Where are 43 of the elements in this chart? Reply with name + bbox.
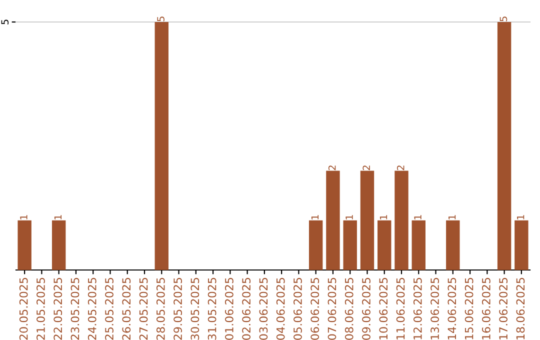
x-tick-label: 03.06.2025 bbox=[259, 278, 268, 340]
x-tick-label: 08.06.2025 bbox=[344, 278, 354, 340]
x-tick-label: 04.06.2025 bbox=[276, 278, 285, 340]
x-tick-label: 22.05.2025 bbox=[54, 278, 62, 340]
x-tick-label: 25.05.2025 bbox=[105, 278, 114, 340]
x-tick-label: 26.05.2025 bbox=[122, 278, 131, 340]
data-label: 1 bbox=[517, 215, 524, 220]
x-tick-label: 09.06.2025 bbox=[362, 278, 370, 340]
x-tick-label: 18.06.2025 bbox=[516, 278, 525, 340]
x-tick-label: 28.05.2025 bbox=[156, 278, 165, 340]
x-tick-label: 17.06.2025 bbox=[499, 278, 508, 340]
data-label: 2 bbox=[396, 166, 404, 170]
data-label: 1 bbox=[414, 215, 422, 220]
x-tick-label: 14.06.2025 bbox=[448, 278, 456, 340]
x-tick-label: 15.06.2025 bbox=[464, 278, 474, 340]
x-tick-label: 27.05.2025 bbox=[139, 278, 148, 340]
data-label: 1 bbox=[380, 215, 388, 220]
x-tick-label: 10.06.2025 bbox=[379, 278, 388, 340]
data-label: 1 bbox=[20, 215, 28, 220]
x-tick-label: 07.06.2025 bbox=[328, 278, 336, 340]
x-tick-label: 29.05.2025 bbox=[174, 278, 182, 340]
x-tick-label: 30.05.2025 bbox=[190, 278, 200, 340]
data-label: 2 bbox=[362, 166, 370, 170]
x-tick-label: 21.05.2025 bbox=[36, 278, 45, 340]
x-tick-label: 24.05.2025 bbox=[88, 278, 96, 340]
x-tick-label: 11.06.2025 bbox=[396, 278, 405, 340]
x-tick-label: 31.05.2025 bbox=[208, 278, 216, 340]
data-label: 1 bbox=[54, 215, 62, 220]
data-label: 1 bbox=[448, 215, 456, 220]
x-tick-label: 13.06.2025 bbox=[430, 278, 439, 340]
x-tick-label: 16.06.2025 bbox=[482, 278, 490, 340]
x-tick-label: 02.06.2025 bbox=[242, 278, 251, 340]
data-label: 1 bbox=[311, 215, 319, 220]
data-label: 5 bbox=[500, 16, 508, 22]
data-label: 2 bbox=[328, 166, 336, 170]
x-tick-label: 23.05.2025 bbox=[70, 278, 80, 340]
x-tick-label: 05.06.2025 bbox=[294, 278, 302, 340]
x-tick-label: 01.06.2025 bbox=[224, 278, 234, 340]
x-tick-label: 20.05.2025 bbox=[19, 278, 28, 340]
x-tick-label: 06.06.2025 bbox=[310, 278, 320, 340]
x-tick-label: 12.06.2025 bbox=[413, 278, 422, 340]
data-label: 1 bbox=[346, 215, 353, 220]
data-label: 5 bbox=[157, 16, 164, 22]
